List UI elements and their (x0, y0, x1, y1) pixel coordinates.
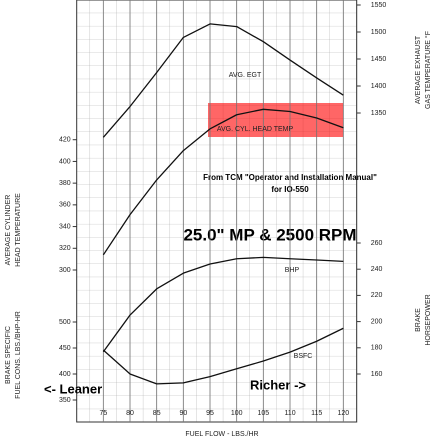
plot-area (76, 0, 358, 423)
x-tick-label: 80 (126, 410, 134, 417)
curve-label: AVG. CYL. HEAD TEMP (217, 126, 294, 133)
y-tick-label: 1500 (371, 29, 387, 36)
y-tick-label: 300 (59, 267, 71, 274)
y-tick-label: 400 (59, 371, 71, 378)
y-tick-label: 260 (371, 240, 383, 247)
x-tick-label: 105 (258, 410, 270, 417)
x-tick-label: 95 (206, 410, 214, 417)
x-axis-title: FUEL FLOW - LBS./HR (185, 431, 258, 438)
y-tick-label: 450 (59, 345, 71, 352)
x-tick-label: 115 (311, 410, 322, 417)
y-axis-title: FUEL CONS. LBS./BHP-HR (15, 311, 22, 399)
curve-label: BHP (285, 267, 300, 274)
curve-label: AVG. EGT (229, 72, 262, 79)
y-tick-label: 360 (59, 202, 71, 209)
y-tick-label: 1350 (371, 110, 387, 117)
curve (102, 23, 344, 138)
y-tick-label: 1450 (371, 56, 387, 63)
curve (102, 108, 344, 256)
y-axis-title: HORSEPOWER (425, 294, 432, 345)
x-tick-label: 120 (338, 410, 350, 417)
x-tick-label: 100 (231, 410, 243, 417)
y-tick-label: 200 (371, 318, 383, 325)
y-tick-label: 340 (59, 223, 71, 230)
curve (102, 327, 344, 385)
y-tick-label: 350 (59, 397, 71, 404)
x-tick-label: 75 (99, 410, 107, 417)
y-tick-label: 160 (371, 371, 383, 378)
y-tick-label: 400 (59, 158, 71, 165)
y-axis-title: BRAKE SPECIFIC (5, 326, 12, 384)
x-tick-label: 90 (179, 410, 187, 417)
y-tick-label: 320 (59, 245, 71, 252)
y-axis-title: AVERAGE EXHAUST (415, 35, 422, 104)
condition: 25.0" MP & 2500 RPM (183, 225, 356, 244)
y-tick-label: 500 (59, 319, 71, 326)
y-tick-label: 240 (371, 266, 383, 273)
x-tick-label: 110 (284, 410, 295, 417)
note: <- Leaner (44, 381, 102, 396)
y-tick-label: 380 (59, 180, 71, 187)
curve (102, 256, 344, 353)
y-tick-label: 1550 (371, 2, 387, 9)
y-tick-label: 220 (371, 292, 383, 299)
y-axis-title: AVERAGE CYLINDER (5, 195, 12, 266)
curve-label: BSFC (294, 353, 313, 360)
y-axis-title: BRAKE (415, 308, 422, 332)
y-tick-label: 420 (59, 137, 71, 144)
y-tick-label: 180 (371, 345, 383, 352)
y-axis-title: GAS TEMPERATURE °F (424, 31, 432, 109)
note: Richer -> (250, 377, 306, 392)
y-tick-label: 1400 (371, 83, 387, 90)
x-tick-label: 85 (153, 410, 161, 417)
y-axis-title: HEAD TEMPERATURE (15, 193, 22, 267)
